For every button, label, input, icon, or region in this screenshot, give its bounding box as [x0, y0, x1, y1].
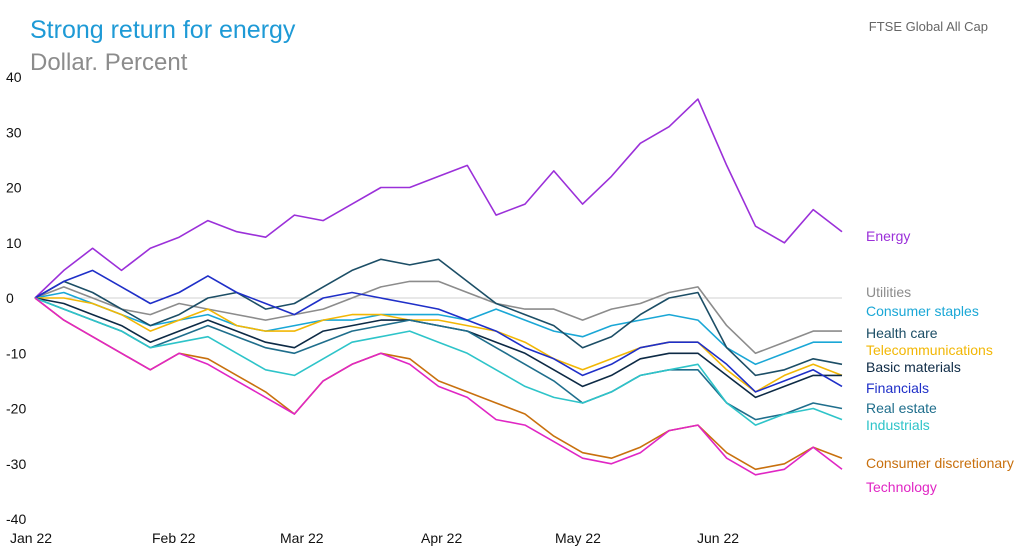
chart-subtitle: Dollar. Percent: [30, 49, 188, 76]
y-tick-label: -10: [6, 345, 26, 361]
y-tick-label: 20: [6, 180, 22, 196]
series-label-utilities: Utilities: [866, 284, 911, 300]
series-label-consumer-discretionary: Consumer discretionary: [866, 455, 1014, 471]
series-label-basic-materials: Basic materials: [866, 359, 961, 375]
series-line-utilities: [34, 280, 842, 355]
series-line-real-estate: [34, 297, 843, 421]
y-tick-label: 10: [6, 235, 22, 251]
series-line-consumer-staples: [34, 291, 842, 366]
series-label-telecommunications: Telecommunications: [866, 342, 993, 358]
x-tick-label: Feb 22: [152, 530, 196, 546]
series-label-technology: Technology: [866, 479, 937, 495]
x-tick-label: Apr 22: [421, 530, 462, 546]
x-tick-label: May 22: [555, 530, 601, 546]
series-label-industrials: Industrials: [866, 417, 930, 433]
y-tick-label: -20: [6, 401, 26, 417]
y-tick-label: 30: [6, 124, 22, 140]
y-tick-label: 0: [6, 290, 14, 306]
series-label-financials: Financials: [866, 380, 929, 396]
x-tick-label: Mar 22: [280, 530, 324, 546]
x-tick-label: Jan 22: [10, 530, 52, 546]
chart-title: Strong return for energy: [30, 16, 296, 44]
y-tick-label: 40: [6, 69, 22, 85]
series-label-energy: Energy: [866, 228, 910, 244]
y-tick-label: -40: [6, 511, 26, 527]
series-line-financials: [34, 269, 843, 393]
y-tick-label: -30: [6, 456, 26, 472]
series-label-real-estate: Real estate: [866, 400, 937, 416]
series-line-health-care: [34, 258, 843, 377]
source-label: FTSE Global All Cap: [868, 19, 988, 34]
series-label-health-care: Health care: [866, 325, 938, 341]
series-line-technology: [34, 297, 843, 476]
series-line-energy: [34, 98, 843, 299]
series-line-industrials: [34, 297, 843, 426]
x-tick-label: Jun 22: [697, 530, 739, 546]
series-label-consumer-staples: Consumer staples: [866, 303, 979, 319]
series-line-telecommunications: [35, 297, 843, 393]
